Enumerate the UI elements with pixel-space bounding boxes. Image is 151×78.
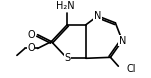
Text: Cl: Cl (126, 64, 136, 74)
Text: O: O (27, 43, 35, 53)
Text: S: S (64, 53, 70, 63)
Text: H₂N: H₂N (56, 1, 74, 11)
Text: O: O (27, 30, 35, 40)
Text: N: N (94, 11, 101, 21)
Text: N: N (119, 36, 126, 46)
